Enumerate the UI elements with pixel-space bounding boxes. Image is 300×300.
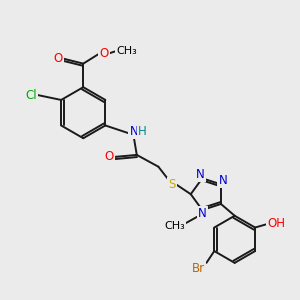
Text: Br: Br [192, 262, 205, 275]
Text: H: H [138, 125, 147, 138]
Text: CH₃: CH₃ [116, 46, 137, 56]
Text: N: N [218, 174, 227, 187]
Text: CH₃: CH₃ [164, 221, 185, 231]
Text: O: O [105, 150, 114, 164]
Text: N: N [129, 125, 138, 138]
Text: O: O [53, 52, 62, 65]
Text: N: N [196, 168, 205, 181]
Text: O: O [99, 47, 109, 60]
Text: S: S [168, 178, 176, 191]
Text: N: N [198, 208, 207, 220]
Text: OH: OH [268, 217, 286, 230]
Text: Cl: Cl [25, 88, 37, 101]
